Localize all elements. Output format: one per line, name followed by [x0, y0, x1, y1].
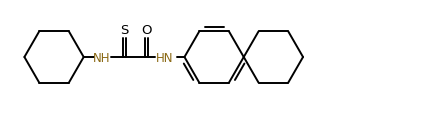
Text: NH: NH — [93, 51, 110, 64]
Text: O: O — [141, 24, 152, 37]
Text: S: S — [121, 24, 129, 37]
Text: HN: HN — [156, 51, 173, 64]
